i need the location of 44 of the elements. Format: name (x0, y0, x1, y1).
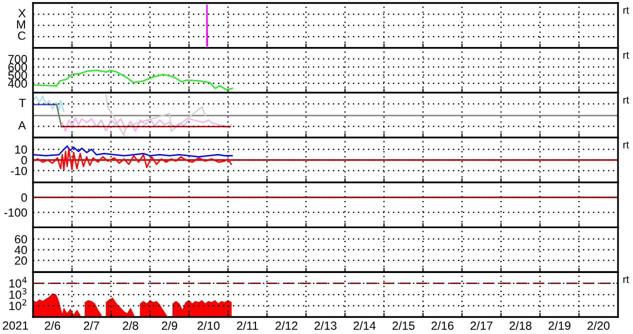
text: rt (623, 142, 629, 148)
y-tick-label: 0 (21, 156, 27, 164)
x-tick-label: 2/14 (354, 321, 376, 330)
text: M (17, 20, 26, 28)
line-series (33, 70, 234, 91)
y-tick-label: 10$^{4}$ (9, 277, 27, 288)
x-tick-label: 2/9 (162, 321, 178, 330)
y-tick-label: 10$^{3}$ (9, 288, 26, 299)
line-series (33, 145, 233, 158)
x-tick-label: 2/6 (44, 321, 60, 330)
y-tick-label: 10$^{2}$ (9, 299, 26, 310)
y-tick-label: -10 (10, 166, 27, 176)
text: A (18, 121, 26, 130)
y-tick-label: 40 (14, 246, 27, 254)
text: rt (623, 96, 629, 104)
line-series (33, 148, 232, 170)
x-tick-label: 2/19 (548, 321, 570, 330)
y-tick-label: 60 (14, 235, 27, 244)
y-tick-label: 20 (14, 256, 27, 265)
text: T (19, 98, 26, 107)
text: X (18, 9, 26, 18)
x-tick-label: 2/11 (237, 321, 258, 330)
x-tick-label: 2/16 (432, 321, 454, 330)
x-tick-label: 2/7 (84, 321, 100, 330)
y-tick-label: 600 (8, 63, 27, 72)
y-tick-label: 400 (8, 79, 27, 88)
text: rt (623, 276, 629, 283)
x-tick-label: 2/13 (314, 321, 336, 330)
x-tick-label: 2/12 (276, 321, 298, 330)
x-axis-title: 2021 (2, 321, 28, 330)
x-tick-label: 2/17 (470, 321, 492, 330)
x-tick-label: 2/15 (392, 321, 414, 330)
x-tick-label: 2/20 (588, 321, 610, 330)
y-tick-label: 10 (15, 145, 27, 154)
text: rt (623, 52, 629, 59)
y-tick-label: 0 (21, 193, 27, 202)
x-tick-label: 2/8 (122, 321, 138, 330)
y-tick-label: 500 (8, 71, 27, 80)
x-tick-label: 2/10 (198, 321, 220, 330)
text: rt (623, 7, 629, 14)
text: C (18, 31, 26, 40)
y-tick-label: -100 (4, 208, 27, 217)
x-tick-label: 2/18 (510, 321, 532, 330)
y-tick-label: 700 (8, 54, 27, 64)
